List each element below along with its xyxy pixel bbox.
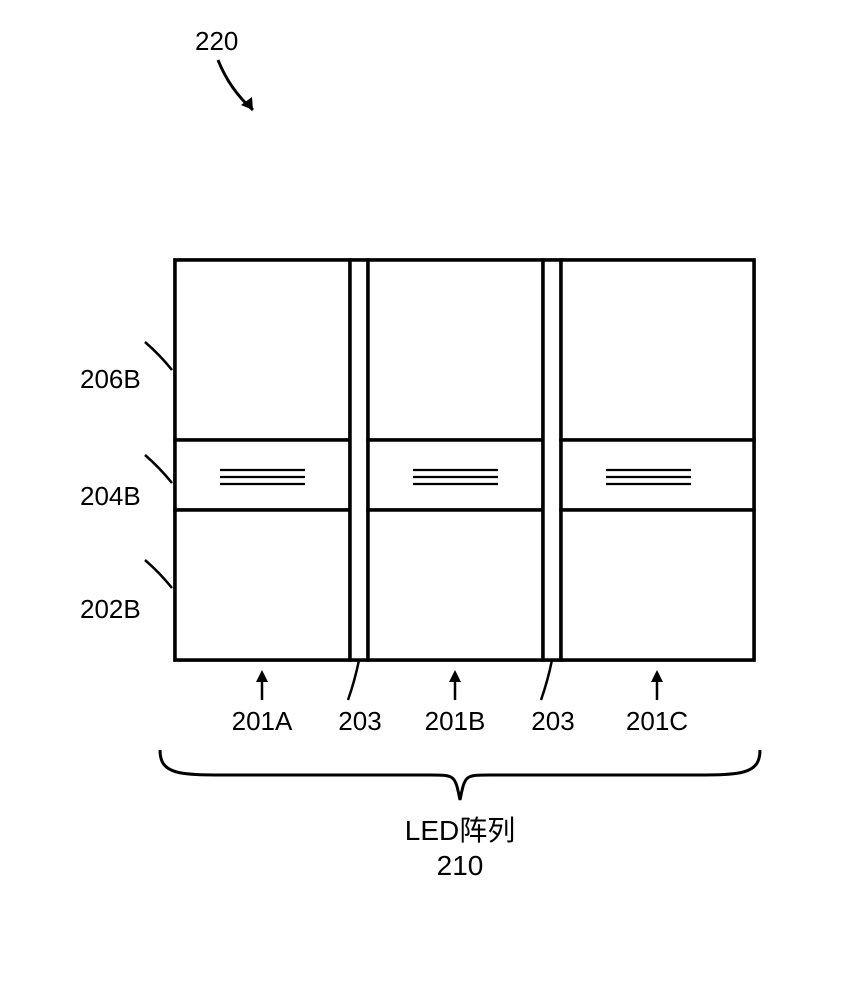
pixel-201b — [368, 260, 543, 660]
leader-203-1 — [348, 660, 359, 700]
label-203-1: 203 — [338, 706, 381, 736]
leader-204b — [145, 455, 172, 483]
leader-206b — [145, 342, 172, 370]
label-201c: 201C — [626, 706, 688, 736]
label-206b: 206B — [80, 364, 141, 394]
caption-line1: LED阵列 — [405, 815, 515, 846]
label-201a: 201A — [232, 706, 293, 736]
pixel-201c — [561, 260, 754, 660]
label-204b: 204B — [80, 481, 141, 511]
array-brace — [160, 750, 760, 800]
pixel-201a — [175, 260, 350, 660]
pixel-arrow-201c — [651, 670, 663, 700]
pixel-arrow-201b — [449, 670, 461, 700]
leader-202b — [145, 560, 172, 588]
pixel-arrow-201a — [256, 670, 268, 700]
trench-2 — [543, 260, 561, 660]
label-202b: 202B — [80, 594, 141, 624]
top-ref-label: 220 — [195, 26, 238, 56]
leader-203-2 — [541, 660, 552, 700]
label-203-2: 203 — [531, 706, 574, 736]
caption-line2: 210 — [437, 850, 484, 881]
led-array-diagram: 220 206B 204B 202B — [0, 0, 841, 1000]
label-201b: 201B — [425, 706, 486, 736]
trench-1 — [350, 260, 368, 660]
